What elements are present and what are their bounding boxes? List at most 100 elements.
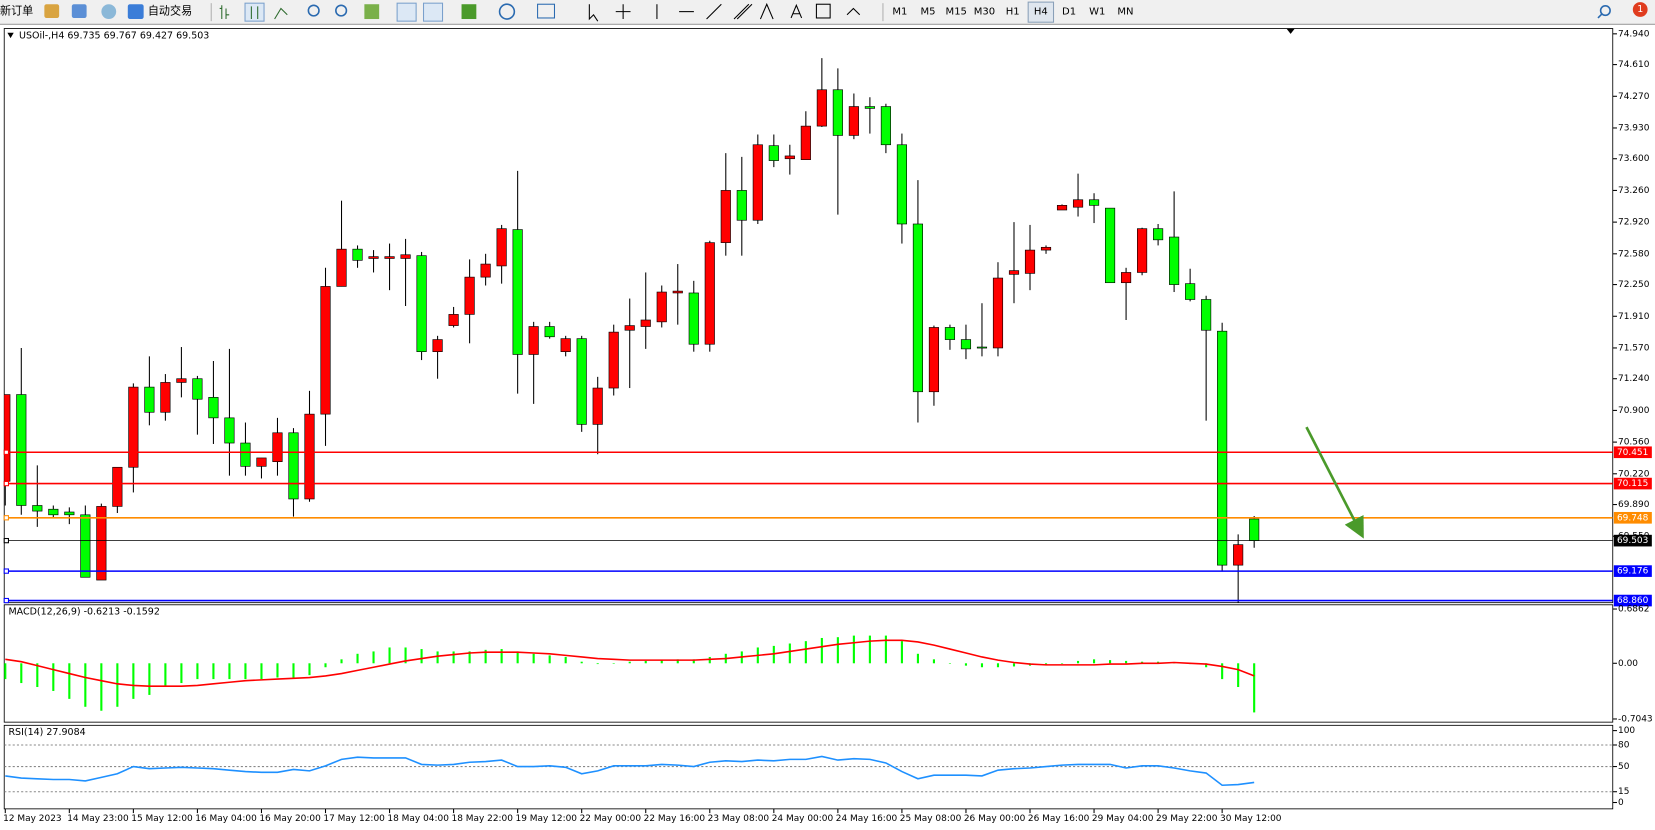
x-tick-label: 19 May 12:00: [516, 814, 578, 824]
histogram-bar: [468, 651, 471, 664]
crosshair-icon[interactable]: [615, 4, 631, 20]
histogram-bar: [612, 663, 615, 664]
indicators-icon[interactable]: [461, 4, 477, 20]
channel-icon[interactable]: [733, 3, 753, 20]
timeframe-button[interactable]: M30: [974, 7, 995, 18]
candle-body: [896, 144, 907, 225]
candle-body: [176, 378, 187, 383]
icon[interactable]: [71, 4, 87, 18]
candle-body: [432, 339, 443, 353]
timeframe-button[interactable]: MN: [1117, 7, 1133, 18]
candle-body: [1104, 207, 1116, 284]
y-tick-label: 73.260: [1618, 186, 1650, 196]
candle-body: [272, 432, 283, 462]
candle-body: [128, 386, 139, 468]
autotrade-button[interactable]: 自动交易: [148, 4, 192, 18]
candle-body: [240, 442, 251, 467]
new-order-button[interactable]: 新订单: [0, 4, 33, 18]
tile-icon[interactable]: [364, 4, 380, 20]
candle-body: [496, 228, 507, 267]
chart-shift-icon[interactable]: [422, 2, 444, 22]
trendline-icon[interactable]: [706, 3, 722, 20]
candle-body: [608, 331, 619, 389]
autotrade-icon[interactable]: [127, 4, 144, 20]
candle-body: [1056, 205, 1068, 211]
timeframe-button[interactable]: H1: [1006, 7, 1020, 18]
candle-body: [464, 276, 475, 315]
candle-body: [96, 506, 107, 581]
price-label-box: [1613, 511, 1652, 524]
timeframe-button[interactable]: W1: [1089, 7, 1105, 18]
timeframe-button[interactable]: D1: [1062, 7, 1076, 18]
candle-body: [768, 145, 779, 161]
histogram-bar: [68, 663, 71, 699]
histogram-bar: [244, 663, 247, 680]
x-tick-label: 12 May 2023: [3, 814, 61, 824]
timeframe-active[interactable]: [1027, 1, 1055, 23]
candle-body: [624, 325, 635, 331]
candle-body: [1088, 199, 1100, 206]
candle-icon[interactable]: [244, 2, 265, 22]
arrows-icon[interactable]: [846, 7, 861, 16]
cursor-icon[interactable]: [588, 4, 599, 22]
y-tick-label: 0: [1618, 798, 1624, 808]
candle-body: [480, 263, 491, 278]
icon[interactable]: [101, 4, 117, 20]
zoom-out-icon[interactable]: [335, 4, 348, 17]
search-icon[interactable]: [1599, 5, 1611, 17]
timeframe-button[interactable]: M1: [892, 7, 907, 18]
periods-icon[interactable]: [498, 3, 516, 20]
timeframe-button[interactable]: M15: [946, 7, 967, 18]
candle-body: [1249, 518, 1260, 541]
price-label: 70.451: [1617, 448, 1648, 458]
line-chart-icon[interactable]: [274, 7, 288, 20]
candle-body: [992, 277, 1004, 349]
candle-body: [1008, 270, 1020, 275]
candle-body: [816, 89, 827, 127]
candle-body: [976, 346, 988, 349]
y-tick-label: 50: [1618, 762, 1630, 772]
zoom-in-icon[interactable]: [307, 4, 320, 17]
histogram-bar: [868, 635, 871, 664]
x-tick-label: 25 May 08:00: [900, 814, 962, 824]
x-tick-label: 18 May 22:00: [451, 814, 513, 824]
histogram-bar: [20, 663, 23, 684]
price-label: 69.748: [1617, 513, 1649, 523]
candle-body: [640, 319, 651, 327]
bar-chart-icon[interactable]: [219, 5, 230, 20]
price-label: 69.176: [1617, 567, 1649, 577]
histogram-bar: [324, 663, 327, 668]
histogram-bar: [436, 651, 439, 664]
price-line-handle: [3, 597, 9, 604]
candle-body: [304, 413, 315, 500]
histogram-bar: [532, 653, 535, 664]
label-icon[interactable]: [815, 3, 831, 19]
x-tick-label: 22 May 00:00: [580, 814, 642, 824]
histogram-bar: [708, 656, 711, 664]
histogram-bar: [1221, 663, 1224, 680]
y-tick-label: 74.270: [1618, 92, 1650, 102]
histogram-bar: [196, 663, 199, 680]
price-line-handle: [3, 449, 9, 455]
histogram-bar: [996, 663, 1000, 668]
y-tick-label: 70.560: [1618, 438, 1650, 448]
y-tick-label: 70.900: [1618, 406, 1650, 416]
icon[interactable]: [44, 4, 60, 18]
text-icon[interactable]: [790, 3, 803, 19]
candle-body: [784, 155, 795, 160]
candle-body: [656, 291, 667, 323]
alert-badge[interactable]: [1632, 2, 1648, 17]
panel: [3, 28, 1614, 604]
autoscroll-icon[interactable]: [396, 2, 417, 22]
histogram-bar: [484, 649, 487, 664]
candle-body: [192, 378, 203, 400]
chart-area: USOil-,H4 69.735 69.767 69.427 69.503 74.…: [3, 28, 1653, 824]
timeframe-button[interactable]: M5: [921, 7, 936, 18]
candle-body: [448, 314, 459, 326]
histogram-bar: [564, 656, 567, 664]
candle-body: [224, 417, 235, 444]
fibo-icon[interactable]: [759, 2, 774, 20]
templates-icon[interactable]: [537, 3, 556, 19]
timeframe-button[interactable]: H4: [1034, 7, 1048, 18]
